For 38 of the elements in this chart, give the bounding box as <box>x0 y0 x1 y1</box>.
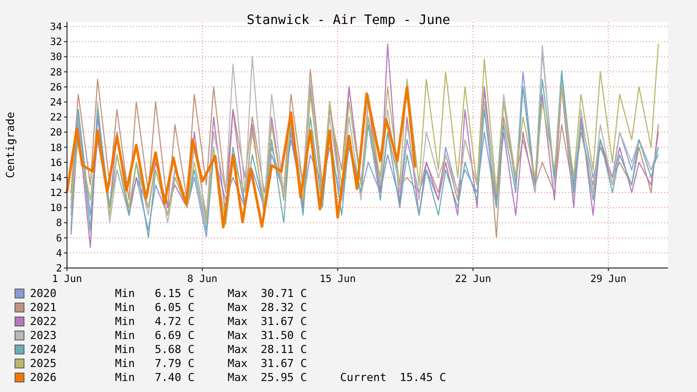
legend-label: 2020 <box>30 286 56 300</box>
y-tick-label: 12 <box>50 188 62 200</box>
x-tick-label: 29 Jun <box>590 274 626 285</box>
legend-label: 2024 <box>30 342 57 356</box>
y-tick-label: 18 <box>50 142 62 154</box>
legend-label: 2026 <box>30 370 56 384</box>
y-tick-label: 22 <box>50 112 62 124</box>
y-tick-label: 6 <box>56 233 62 244</box>
y-tick-label: 30 <box>50 52 62 64</box>
text: Min 4.72 C Max 31.67 C <box>115 314 308 328</box>
text: Min 7.79 C Max 31.67 C <box>115 356 308 370</box>
y-tick-label: 26 <box>50 82 62 94</box>
text: Min 6.69 C Max 31.50 C <box>115 328 308 342</box>
y-tick-label: 32 <box>50 37 62 48</box>
text: Min 7.40 C Max 25.95 C Current 15.45 C <box>115 370 446 384</box>
chart-title: Stanwick - Air Temp - June <box>246 13 450 28</box>
legend-label: 2025 <box>30 356 56 370</box>
y-tick-label: 2 <box>56 264 62 274</box>
x-tick-label: 22 Jun <box>454 274 492 285</box>
y-tick-label: 4 <box>56 248 62 260</box>
y-axis-title: Centigrade <box>4 112 17 178</box>
x-tick-label: 15 Jun <box>320 274 356 285</box>
y-tick-label: 8 <box>56 218 62 230</box>
y-tick-label: 24 <box>50 97 62 108</box>
y-tick-label: 20 <box>50 128 62 139</box>
legend-label: 2021 <box>30 300 56 314</box>
x-tick-label: 8 Jun <box>187 274 218 285</box>
text: Min 5.68 C Max 28.11 C <box>115 342 308 356</box>
legend-label: 2023 <box>30 328 56 342</box>
legend-label: 2022 <box>30 314 56 328</box>
y-tick-label: 14 <box>50 172 62 184</box>
text: Min 6.15 C Max 30.71 C <box>115 286 308 300</box>
y-tick-label: 28 <box>50 67 62 78</box>
y-tick-label: 16 <box>50 158 62 169</box>
text: Min 6.05 C Max 28.32 C <box>115 300 308 314</box>
y-tick-label: 34 <box>50 22 62 34</box>
y-tick-label: 10 <box>50 203 62 214</box>
x-tick-label: 1 Jun <box>52 274 82 285</box>
